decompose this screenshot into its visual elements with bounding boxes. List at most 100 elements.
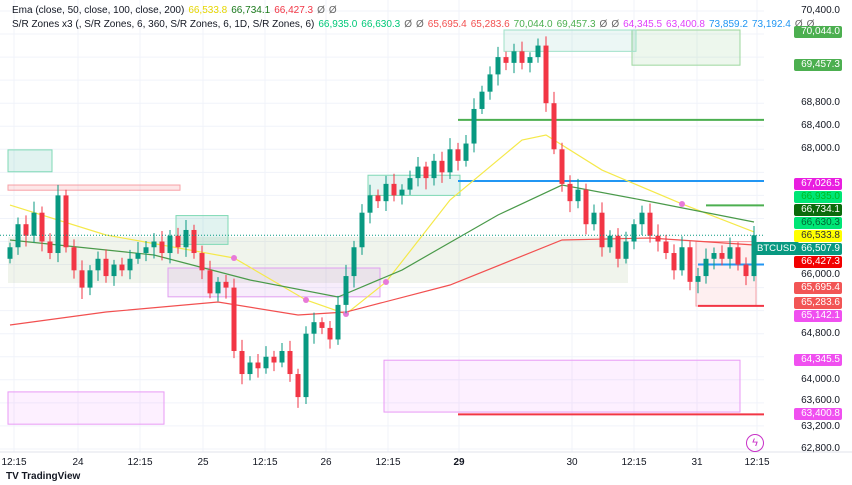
sr-zone: [7, 184, 181, 191]
ema-legend[interactable]: Ema (close, 50, close, 100, close, 200) 6…: [12, 5, 345, 16]
legend-value: 73,192.4: [751, 19, 791, 30]
sr-zone: [7, 391, 165, 425]
candle-body: [447, 149, 453, 173]
candle-body: [183, 229, 189, 248]
candle-body: [335, 304, 341, 340]
candle-body: [703, 258, 709, 277]
candle-body: [23, 224, 29, 236]
legend-value: 64,345.5: [623, 19, 663, 30]
candle-body: [247, 362, 253, 375]
price-label: 69,457.3: [794, 59, 842, 72]
sr-legend[interactable]: S/R Zones x3 (, S/R Zones, 6, 360, S/R Z…: [12, 19, 832, 30]
time-tick: 12:15: [127, 457, 153, 468]
legend-value: 66,734.1: [231, 5, 271, 16]
candle-body: [167, 235, 173, 254]
price-label: 66,630.3: [794, 216, 842, 229]
candle-body: [679, 247, 685, 271]
candle-body: [271, 356, 277, 363]
price-label: 66,533.8: [794, 229, 842, 242]
candle-body: [727, 247, 733, 259]
candle-body: [119, 264, 125, 271]
candle-body: [159, 241, 165, 254]
candle-body: [263, 356, 269, 369]
cross-marker: [343, 310, 349, 317]
legend-value: 70,044.0: [513, 19, 553, 30]
legend-value: Ø: [599, 19, 608, 30]
candle-body: [95, 258, 101, 271]
candle-body: [399, 189, 405, 196]
candle-body: [431, 160, 437, 179]
cross-marker: [383, 279, 389, 286]
candle-body: [255, 362, 261, 369]
sr-zone: [503, 29, 637, 52]
candle-body: [743, 264, 749, 277]
price-tick: 63,600.0: [801, 395, 840, 407]
candle-body: [343, 276, 349, 305]
legend-value: Ø…: [806, 19, 825, 30]
candle-body: [751, 235, 757, 277]
lightning-icon[interactable]: ϟ: [746, 434, 764, 452]
candle-body: [463, 143, 469, 161]
tradingview-logo[interactable]: TV TradingView: [6, 471, 81, 482]
candle-body: [567, 183, 573, 202]
sr-zone: [7, 149, 53, 173]
candle-body: [103, 258, 109, 277]
candle-body: [607, 235, 613, 248]
price-tick: 64,000.0: [801, 373, 840, 385]
candle-body: [455, 149, 461, 161]
candle-body: [151, 241, 157, 248]
candle-body: [599, 212, 605, 248]
candle-body: [471, 108, 477, 144]
candle-body: [351, 247, 357, 277]
legend-value: 63,400.8: [666, 19, 705, 30]
price-label: 66,507.9: [794, 242, 842, 255]
price-tick: 68,800.0: [801, 97, 840, 109]
price-label: 65,283.6: [794, 297, 842, 310]
candle-body: [487, 74, 493, 92]
sr-zone: [367, 174, 461, 196]
candle-body: [519, 51, 525, 63]
price-tick: 64,800.0: [801, 327, 840, 339]
candle-body: [79, 270, 85, 288]
cross-marker: [231, 254, 237, 261]
price-label: 65,142.1: [794, 310, 842, 323]
candle-body: [279, 350, 285, 363]
legend-value: 66,427.3: [274, 5, 314, 16]
sr-zone: [383, 359, 741, 413]
candle-body: [175, 235, 181, 248]
candle-body: [671, 253, 677, 271]
legend-value: 65,283.6: [470, 19, 510, 30]
price-label: 63,400.8: [794, 408, 842, 421]
candle-body: [7, 247, 13, 259]
legend-value: 73,859.2: [708, 19, 748, 30]
candle-body: [303, 333, 309, 398]
candle-body: [327, 327, 333, 340]
candle-body: [111, 264, 117, 277]
ema-line: [9, 184, 755, 298]
price-tick: 62,800.0: [801, 442, 840, 454]
ema-legend-label: Ema (close, 50, close, 100, close, 200): [12, 5, 185, 16]
candle-body: [615, 235, 621, 259]
candle-body: [375, 195, 381, 202]
candle-body: [575, 189, 581, 202]
time-tick: 12:15: [252, 457, 278, 468]
price-tick: 68,000.0: [801, 143, 840, 155]
candle-body: [55, 195, 61, 254]
price-tick: 68,400.0: [801, 120, 840, 132]
legend-value: 69,457.3: [556, 19, 596, 30]
sr-zone: [631, 29, 741, 66]
symbol-label: BTCUSD: [754, 242, 800, 256]
candle-body: [287, 350, 293, 375]
candle-body: [479, 91, 485, 109]
candle-body: [415, 166, 421, 179]
candle-body: [231, 287, 237, 351]
cross-marker: [679, 200, 685, 207]
candle-body: [495, 57, 501, 75]
price-label: 65,695.4: [794, 281, 842, 294]
candle-body: [663, 241, 669, 254]
time-tick: 12:15: [621, 457, 647, 468]
candle-body: [295, 374, 301, 398]
price-tick: 66,000.0: [801, 268, 840, 280]
